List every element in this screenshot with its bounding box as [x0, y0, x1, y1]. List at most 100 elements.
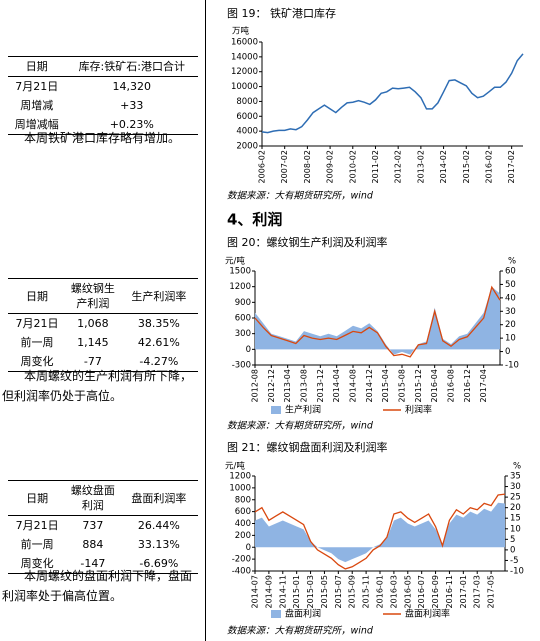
x-tick-label: 2014-09: [264, 575, 273, 608]
chart-source: 数据来源：大有期货研究所，wind: [227, 625, 374, 637]
x-tick-label: 2016-11: [445, 575, 454, 608]
y-axis-unit: 万吨: [232, 26, 250, 37]
table-cell: 前一周: [20, 336, 54, 349]
y2-tick-label: 30: [505, 307, 516, 317]
y2-tick-label: 60: [505, 267, 516, 277]
header-cell: 日期: [8, 56, 66, 77]
y-tick-label: 400: [235, 519, 251, 529]
y2-tick-label: 25: [510, 493, 521, 503]
y-axis-unit: 元/吨: [225, 256, 245, 267]
table-cell: 38.35%: [137, 317, 180, 330]
y-tick-label: 1200: [229, 472, 251, 482]
x-tick-label: 2013-12: [316, 369, 325, 402]
x-tick-label: 2014-12: [365, 369, 374, 402]
x-tick-label: 2017-03: [473, 575, 482, 608]
table-cell: 884: [82, 538, 104, 551]
table-cell: 26.44%: [137, 519, 180, 532]
table-cell: 周变化: [20, 355, 54, 368]
legend-swatch: [271, 406, 281, 414]
y2-tick-label: -5: [510, 556, 518, 566]
header-cell: 日期: [8, 480, 67, 516]
x-tick-label: 2016-04: [430, 369, 439, 402]
chart-source: 数据来源：大有期货研究所，wind: [227, 190, 374, 202]
y2-tick-label: -10: [510, 567, 524, 577]
table-note: 本周铁矿港口库存略有增加。: [24, 131, 181, 145]
table-cell: 7月21日: [15, 519, 59, 532]
y-tick-label: 0: [246, 345, 251, 355]
data-table: 日期 螺纹钢生产利润 生产利润率 7月21日 1,068 38.35% 前一周 1,145 42…: [8, 278, 198, 372]
x-tick-label: 2010-02: [348, 150, 357, 183]
table-row: 7月21日 1,068 38.35%: [8, 314, 198, 334]
x-tick-label: 2014-04: [332, 369, 341, 402]
x-tick-label: 2006-02: [258, 150, 267, 183]
data-line: [254, 493, 506, 570]
y-tick-label: 16000: [231, 38, 258, 48]
table-cell: 1,145: [77, 336, 109, 349]
legend-label: 盘面利润率: [405, 608, 450, 620]
y-tick-label: 1000: [229, 483, 251, 493]
x-tick-label: 2014-02: [439, 150, 448, 183]
table-row: 前一周 884 33.13%: [8, 535, 198, 554]
table-row: 前一周 1,145 42.61%: [8, 333, 198, 352]
y-tick-label: 900: [235, 298, 251, 308]
table-cell: -4.27%: [139, 355, 179, 368]
y-tick-label: 8000: [236, 97, 258, 107]
header-cell: 盘面利润率: [119, 480, 198, 516]
y2-tick-label: -10: [505, 361, 519, 371]
table-cell: 737: [82, 519, 104, 532]
y-tick-label: 12000: [231, 67, 258, 77]
y-tick-label: 200: [235, 531, 251, 541]
table-cell: +33: [120, 99, 144, 112]
x-tick-label: 2012-02: [394, 150, 403, 183]
table-note: 本周螺纹的生产利润有所下降，但利润率仍处于高位。: [2, 369, 193, 403]
table-cell: 1,068: [77, 317, 109, 330]
x-tick-label: 2012-12: [267, 369, 276, 402]
x-tick-label: 2015-09: [348, 575, 357, 608]
x-tick-label: 2012-08: [251, 369, 260, 402]
x-tick-label: 2008-02: [303, 150, 312, 183]
y2-tick-label: 20: [510, 503, 521, 513]
y-tick-label: 14000: [231, 52, 258, 62]
header-cell: 螺纹盘面利润: [66, 480, 120, 516]
y-tick-label: -200: [232, 555, 251, 565]
y2-tick-label: 0: [505, 347, 510, 357]
chart-source: 数据来源：大有期货研究所，wind: [227, 420, 374, 432]
y-tick-label: 10000: [231, 82, 258, 92]
data-area: [255, 286, 500, 355]
x-tick-label: 2016-08: [447, 369, 456, 402]
x-tick-label: 2015-11: [362, 575, 371, 608]
x-tick-label: 2015-01: [292, 575, 301, 608]
legend-label: 利润率: [405, 404, 432, 416]
x-tick-label: 2016-02: [484, 150, 493, 183]
table-row: 7月21日 14,320: [8, 77, 198, 97]
table-note: 本周螺纹的盘面利润下降，盘面利润率处于偏高位置。: [2, 569, 193, 603]
x-tick-label: 2009-02: [326, 150, 335, 183]
y-tick-label: -400: [232, 567, 251, 577]
y2-tick-label: 10: [505, 334, 516, 344]
x-tick-label: 2011-02: [371, 150, 380, 183]
table-row: 周变化 -147 -6.69%: [8, 554, 198, 574]
data-line: [254, 285, 501, 358]
y2-tick-label: 30: [510, 482, 521, 492]
y-tick-label: 600: [235, 507, 251, 517]
x-tick-label: 2013-02: [416, 150, 425, 183]
chart-title: 图 20：螺纹钢生产利润及利润率: [227, 235, 388, 249]
header-cell: 日期: [8, 278, 67, 314]
table-cell: 33.13%: [137, 538, 180, 551]
table-cell: 周变化: [20, 557, 54, 570]
data-table: 日期 库存:铁矿石:港口合计 7月21日 14,320 周增减 +33 周增减幅 +0.23%: [8, 56, 198, 135]
x-tick-label: 2016-05: [403, 575, 412, 608]
y2-axis-unit: %: [508, 257, 516, 267]
y-tick-label: 4000: [236, 127, 258, 137]
x-tick-label: 2015-02: [462, 150, 471, 183]
y2-tick-label: 20: [505, 320, 516, 330]
x-tick-label: 2014-08: [349, 369, 358, 402]
legend-label: 盘面利润: [285, 608, 321, 620]
y-tick-label: 600: [235, 314, 251, 324]
x-tick-label: 2015-08: [398, 369, 407, 402]
header-row: 日期 库存:铁矿石:港口合计: [8, 56, 198, 77]
x-tick-label: 2007-02: [280, 150, 289, 183]
y-tick-label: 0: [246, 543, 251, 553]
y-tick-label: -300: [232, 361, 251, 371]
